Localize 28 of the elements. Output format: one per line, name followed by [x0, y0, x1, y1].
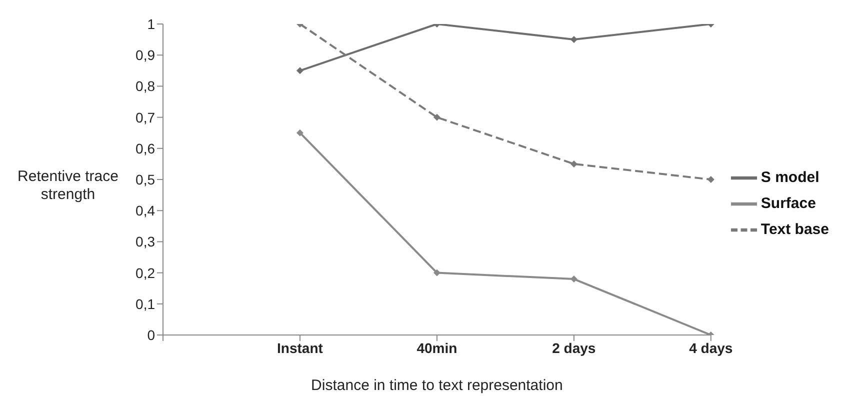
point	[433, 114, 440, 121]
y-tick-label: 0,8	[136, 78, 156, 94]
y-tick-label: 0,4	[136, 202, 156, 219]
point	[570, 276, 578, 283]
point	[296, 67, 304, 74]
point	[570, 36, 578, 44]
point	[296, 129, 304, 136]
legend-label: Text base	[760, 220, 829, 238]
y-tick-label: 0,1	[136, 296, 156, 312]
y-tick-label: 0,7	[136, 109, 156, 126]
y-tick-label: 0,9	[136, 47, 156, 64]
point	[570, 160, 578, 168]
point	[433, 269, 440, 276]
legend-label: Surface	[760, 194, 816, 212]
x-tick-label: Instant	[277, 340, 324, 356]
y-tick-label: 0	[147, 326, 156, 343]
y-tick-label: 1	[147, 16, 156, 32]
y-tick-label: 0,2	[136, 264, 156, 281]
y-tick-label: 0,6	[136, 140, 156, 156]
point	[707, 176, 714, 183]
x-tick-label: 2 days	[552, 340, 596, 356]
y-tick-label: 0,5	[136, 171, 156, 188]
x-tick-label: 40min	[416, 340, 458, 356]
y-tick-label: 0,3	[136, 234, 156, 250]
y-axis-title: Retentive trace strength	[16, 168, 120, 204]
x-tick-label: 4 days	[689, 340, 733, 356]
x-axis-title: Distance in time to text representation	[311, 377, 563, 394]
legend-label: S model	[760, 168, 820, 186]
